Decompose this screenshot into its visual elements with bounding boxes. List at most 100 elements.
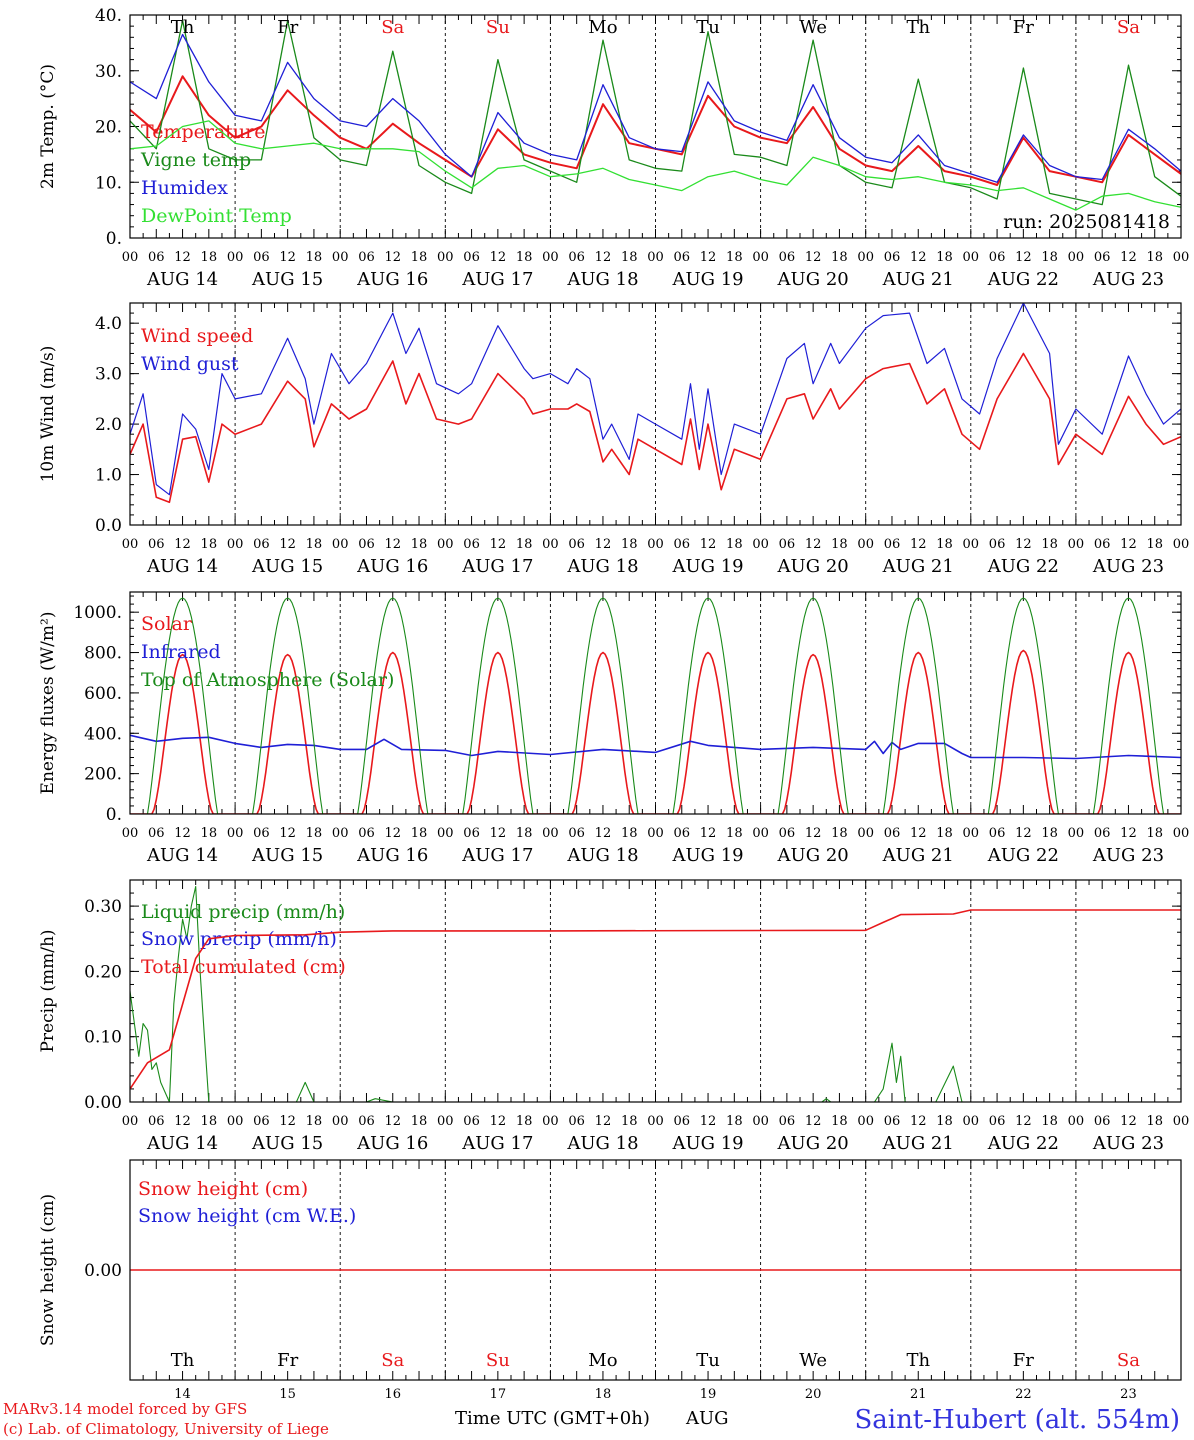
hour-tick-label: 12 xyxy=(490,537,507,552)
series-line-wind-speed xyxy=(130,352,1181,504)
date-label: AUG 17 xyxy=(461,1133,533,1154)
y-tick-label: 800. xyxy=(84,644,122,664)
plot-frame xyxy=(129,879,1182,1103)
date-label: AUG 14 xyxy=(146,1133,218,1154)
hour-tick-label: 06 xyxy=(1094,250,1111,265)
hour-tick-label: 18 xyxy=(1041,250,1058,265)
hour-tick-label: 18 xyxy=(936,1114,953,1129)
hour-tick-label: 12 xyxy=(384,1114,401,1129)
hour-tick-label: 12 xyxy=(279,826,296,841)
date-label: AUG 15 xyxy=(251,269,323,290)
hour-tick-label: 06 xyxy=(989,250,1006,265)
date-label: AUG 23 xyxy=(1092,269,1164,290)
date-label: AUG 21 xyxy=(882,1133,954,1154)
legend-entry: Wind speed xyxy=(141,325,253,347)
legend-entry: Infrared xyxy=(141,641,221,663)
hour-tick-label: 12 xyxy=(174,826,191,841)
station-label: Saint-Hubert (alt. 554m) xyxy=(854,1405,1180,1435)
date-label: AUG 18 xyxy=(566,269,638,290)
panel-snow: 0.00 Snow height (cm) Snow height (cm) Snow… xyxy=(38,1159,1182,1402)
day-name: Fr xyxy=(277,1350,298,1371)
run-label: run: 2025081418 xyxy=(1003,211,1170,233)
hour-tick-label: 18 xyxy=(936,250,953,265)
y-tick-label: 10. xyxy=(95,173,122,193)
hour-tick-label: 12 xyxy=(700,250,717,265)
hour-tick-label: 18 xyxy=(1146,826,1163,841)
series-line-liquid-precip-mm-h- xyxy=(130,885,1181,1102)
hour-tick-label: 06 xyxy=(253,826,270,841)
hour-tick-label: 18 xyxy=(1146,537,1163,552)
day-number: 19 xyxy=(700,1387,717,1402)
hour-tick-label: 12 xyxy=(910,537,927,552)
day-name: Th xyxy=(906,17,930,38)
legend-entry: Snow height (cm) xyxy=(138,1178,308,1200)
hour-tick-label: 06 xyxy=(779,1114,796,1129)
hour-tick-label: 00 xyxy=(752,826,769,841)
plot-frame xyxy=(129,14,1182,239)
hour-tick-label: 18 xyxy=(411,537,428,552)
hour-tick-label: 00 xyxy=(542,826,559,841)
hour-tick-label: 00 xyxy=(437,250,454,265)
day-number: 14 xyxy=(174,1387,191,1402)
hour-tick-label: 06 xyxy=(989,826,1006,841)
legend-entry: DewPoint Temp xyxy=(141,205,292,227)
y-tick-label: 0.30 xyxy=(84,897,122,917)
hour-tick-label: 06 xyxy=(568,1114,585,1129)
legend-entry: Humidex xyxy=(141,177,228,199)
hour-tick-label: 18 xyxy=(306,826,323,841)
hour-tick-label: 06 xyxy=(884,250,901,265)
y-tick-label: 3.0 xyxy=(95,365,122,385)
hour-tick-label: 00 xyxy=(857,826,874,841)
date-label: AUG 23 xyxy=(1092,556,1164,577)
series-line-total-cumulated-cm- xyxy=(130,909,1181,1090)
date-label: AUG 19 xyxy=(671,269,743,290)
hour-tick-label: 18 xyxy=(831,537,848,552)
date-label: AUG 16 xyxy=(356,269,428,290)
hour-tick-label: 12 xyxy=(384,826,401,841)
day-name: We xyxy=(799,17,827,38)
hour-tick-label: 12 xyxy=(279,1114,296,1129)
date-label: AUG 19 xyxy=(671,845,743,866)
hour-tick-label: 18 xyxy=(1041,1114,1058,1129)
hour-tick-label: 18 xyxy=(936,537,953,552)
hour-tick-label: 00 xyxy=(437,826,454,841)
x-axis-label: Time UTC (GMT+0h) xyxy=(455,1408,650,1429)
hour-tick-label: 18 xyxy=(831,826,848,841)
date-label: AUG 16 xyxy=(356,556,428,577)
hour-tick-label: 00 xyxy=(1173,826,1190,841)
day-number: 18 xyxy=(595,1387,612,1402)
hour-tick-label: 00 xyxy=(647,537,664,552)
day-name: Sa xyxy=(381,1350,404,1371)
hour-tick-label: 12 xyxy=(1015,537,1032,552)
hour-tick-label: 12 xyxy=(279,250,296,265)
hour-tick-label: 00 xyxy=(437,1114,454,1129)
date-label: AUG 16 xyxy=(356,845,428,866)
hour-tick-label: 12 xyxy=(174,1114,191,1129)
lab-credit: (c) Lab. of Climatology, University of L… xyxy=(3,1420,329,1438)
hour-tick-label: 06 xyxy=(568,250,585,265)
hour-tick-label: 00 xyxy=(227,1114,244,1129)
hour-tick-label: 18 xyxy=(726,537,743,552)
date-label: AUG 17 xyxy=(461,556,533,577)
hour-tick-label: 12 xyxy=(1015,250,1032,265)
hour-tick-label: 00 xyxy=(963,537,980,552)
hour-tick-label: 12 xyxy=(1120,1114,1137,1129)
hour-tick-label: 06 xyxy=(674,1114,691,1129)
day-name: Th xyxy=(171,17,195,38)
hour-tick-label: 12 xyxy=(805,1114,822,1129)
hour-tick-label: 06 xyxy=(148,826,165,841)
date-label: AUG 22 xyxy=(987,1133,1059,1154)
y-tick-label: 200. xyxy=(84,765,122,785)
y-tick-label: 600. xyxy=(84,684,122,704)
hour-tick-label: 18 xyxy=(411,1114,428,1129)
series-line-humidex xyxy=(130,33,1181,183)
hour-tick-label: 12 xyxy=(490,826,507,841)
day-number: 23 xyxy=(1120,1387,1137,1402)
date-label: AUG 14 xyxy=(146,269,218,290)
hour-tick-label: 00 xyxy=(752,250,769,265)
legend-entry: Top of Atmosphere (Solar) xyxy=(141,669,394,691)
hour-tick-label: 18 xyxy=(201,537,218,552)
hour-tick-label: 00 xyxy=(122,826,139,841)
hour-tick-label: 00 xyxy=(963,826,980,841)
